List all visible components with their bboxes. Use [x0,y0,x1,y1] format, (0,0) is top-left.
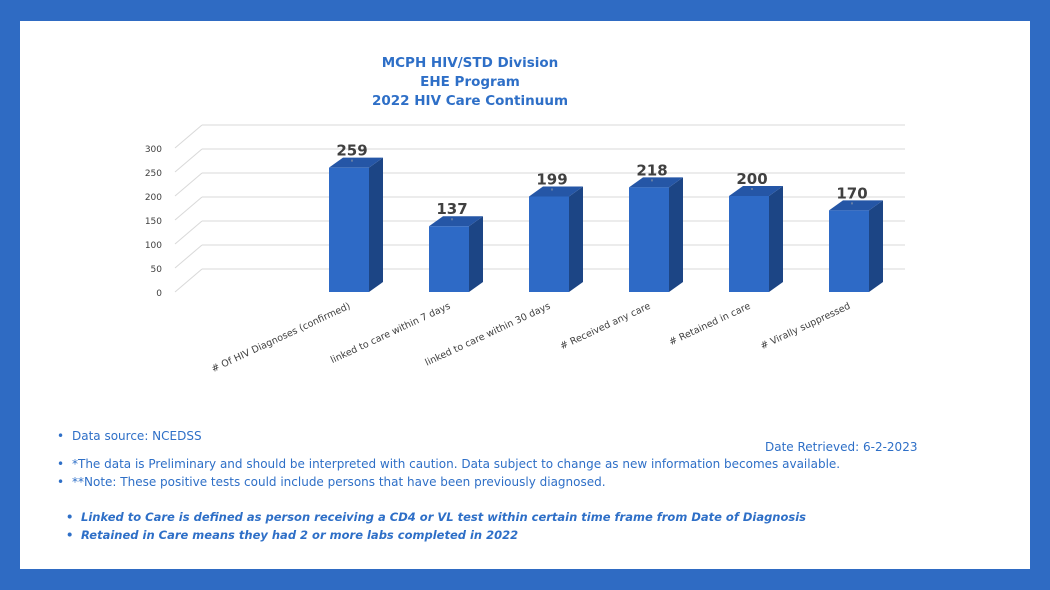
gridline-side [174,268,203,293]
data-label: 259 [336,142,367,160]
x-tick-label: # Virally suppressed [759,301,852,352]
y-tick-label: 100 [145,241,162,251]
y-tick-label: 200 [145,193,162,203]
y-tick-label: 250 [145,169,162,179]
bar-side [569,186,583,292]
definition-retained-text: Retained in Care means they had 2 or mor… [81,528,519,542]
data-label: 200 [736,170,767,188]
bar-top [429,216,483,227]
data-label: 137 [436,200,467,218]
bullet-icon: • [57,475,65,489]
bar-top [329,157,383,168]
bar-side [669,177,683,292]
bar [829,210,869,292]
chart-title: MCPH HIV/STD Division EHE Program 2022 H… [20,21,1030,121]
note-data-source: • Data source: NCEDSS [57,429,202,443]
bar-side [869,200,883,292]
bar-side [469,216,483,292]
definition-linked-text: Linked to Care is defined as person rece… [81,510,807,524]
bullet-icon: • [66,510,74,524]
x-tick-label: # Retained in care [668,301,753,348]
x-tick-label: # Of HIV Diagnoses (confirmed) [210,301,352,375]
y-tick-label: 50 [151,265,163,275]
bar-top [829,200,883,211]
gridline-side [174,244,203,269]
bar-side [369,157,383,292]
data-label: 218 [636,161,667,179]
x-tick-label: # Received any care [559,301,653,353]
bar-top [529,186,583,197]
gridline-side [174,124,203,149]
bullet-icon: • [66,528,74,542]
bar-side [769,186,783,292]
bar-top [629,177,683,188]
definition-linked: • Linked to Care is defined as person re… [66,510,807,524]
title-line-3: 2022 HIV Care Continuum [371,93,569,109]
title-line-2: EHE Program [420,74,520,90]
bar [629,187,669,292]
data-label: 170 [836,184,867,202]
bar [429,226,469,292]
bar [529,196,569,292]
gridline-side [174,148,203,173]
bar [729,196,769,292]
gridline-side [174,172,203,197]
slide: MCPH HIV/STD Division EHE Program 2022 H… [20,21,1030,569]
note-previously-diagnosed: • **Note: These positive tests could inc… [57,475,606,489]
data-label: 199 [536,170,567,188]
y-tick-label: 150 [145,217,162,227]
bar-chart: 0 50 100 150 200 250 300 259 # Of HIV Diagnoses … [145,124,905,375]
bar [329,167,369,292]
note-previously-diagnosed-text: **Note: These positive tests could inclu… [72,475,606,489]
note-preliminary-text: *The data is Preliminary and should be i… [72,457,841,471]
date-retrieved: Date Retrieved: 6-2-2023 [765,440,918,454]
note-preliminary: • *The data is Preliminary and should be… [57,457,841,471]
note-data-source-text: Data source: NCEDSS [72,429,202,443]
gridline-side [174,220,203,245]
bullet-icon: • [57,429,65,443]
y-tick-label: 0 [156,289,162,299]
definition-retained: • Retained in Care means they had 2 or m… [66,528,519,542]
title-line-1: MCPH HIV/STD Division [381,55,559,71]
gridline-side [174,196,203,221]
y-tick-label: 300 [145,145,162,155]
bar-top [729,186,783,196]
bullet-icon: • [57,457,65,471]
